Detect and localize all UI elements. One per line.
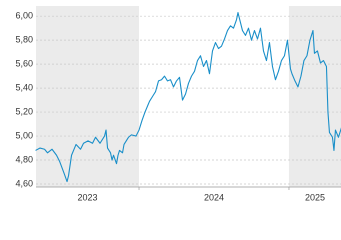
y-tick-label: 4,60	[15, 178, 33, 188]
y-tick-label: 6,00	[15, 11, 33, 21]
y-tick-label: 5,00	[15, 130, 33, 140]
year-band	[288, 6, 341, 187]
x-tick-label: 2024	[204, 192, 224, 202]
x-tick-label: 2025	[305, 192, 325, 202]
year-band	[36, 6, 140, 187]
y-tick-label: 5,80	[15, 35, 33, 45]
y-tick-label: 5,40	[15, 82, 33, 92]
y-tick-label: 4,80	[15, 154, 33, 164]
price-line	[35, 12, 341, 183]
x-tick-label: 2023	[77, 192, 97, 202]
y-tick-label: 5,20	[15, 106, 33, 116]
chart: 4,60 4,80 5,00 5,20 5,40 5,60 5,80 6,00 2023 2024…	[15, 6, 341, 202]
y-tick-label: 5,60	[15, 59, 33, 69]
